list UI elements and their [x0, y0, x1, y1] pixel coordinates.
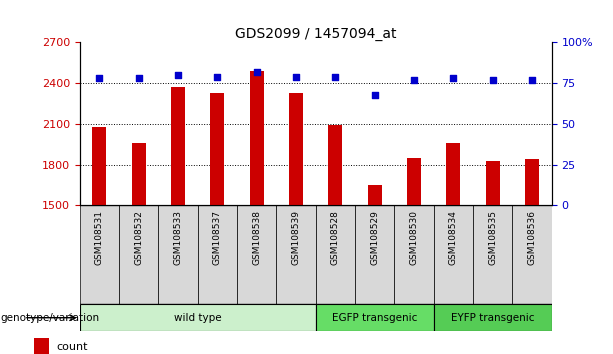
Text: genotype/variation: genotype/variation [0, 313, 99, 323]
Text: GSM108529: GSM108529 [370, 210, 379, 265]
Text: GSM108535: GSM108535 [488, 210, 497, 265]
Bar [171, 87, 185, 205]
Point [173, 72, 183, 78]
Bar [434, 205, 473, 304]
Point [527, 77, 537, 83]
Text: count: count [56, 342, 88, 353]
Bar [250, 71, 264, 205]
Text: GSM108534: GSM108534 [449, 210, 458, 265]
Bar [34, 338, 49, 354]
Point [291, 74, 301, 80]
Bar [80, 304, 316, 331]
Bar [132, 143, 145, 205]
Bar [394, 205, 434, 304]
Bar [119, 205, 158, 304]
Point [330, 74, 340, 80]
Point [134, 75, 143, 81]
Text: GSM108537: GSM108537 [213, 210, 222, 265]
Bar [316, 304, 434, 331]
Bar [210, 93, 224, 205]
Bar [158, 205, 198, 304]
Bar [237, 205, 276, 304]
Bar [80, 205, 119, 304]
Text: GSM108538: GSM108538 [252, 210, 261, 265]
Text: GSM108536: GSM108536 [528, 210, 536, 265]
Point [449, 75, 459, 81]
Text: GSM108539: GSM108539 [292, 210, 300, 265]
Text: GSM108528: GSM108528 [331, 210, 340, 265]
Point [213, 74, 223, 80]
Bar [289, 93, 303, 205]
Text: EGFP transgenic: EGFP transgenic [332, 313, 417, 323]
Text: GSM108533: GSM108533 [173, 210, 183, 265]
Text: GSM108531: GSM108531 [95, 210, 104, 265]
Bar [197, 205, 237, 304]
Bar [276, 205, 316, 304]
Bar [512, 205, 552, 304]
Bar [407, 158, 421, 205]
Point [252, 69, 262, 75]
Bar [316, 205, 355, 304]
Bar [329, 125, 342, 205]
Point [409, 77, 419, 83]
Bar [446, 143, 460, 205]
Bar [434, 304, 552, 331]
Bar [473, 205, 512, 304]
Title: GDS2099 / 1457094_at: GDS2099 / 1457094_at [235, 28, 397, 41]
Point [488, 77, 498, 83]
Bar [525, 159, 539, 205]
Point [370, 92, 379, 97]
Bar [368, 185, 381, 205]
Text: GSM108530: GSM108530 [409, 210, 419, 265]
Text: wild type: wild type [174, 313, 221, 323]
Bar [93, 127, 106, 205]
Text: EYFP transgenic: EYFP transgenic [451, 313, 535, 323]
Bar [486, 160, 500, 205]
Text: GSM108532: GSM108532 [134, 210, 143, 265]
Point [94, 75, 104, 81]
Bar [355, 205, 394, 304]
